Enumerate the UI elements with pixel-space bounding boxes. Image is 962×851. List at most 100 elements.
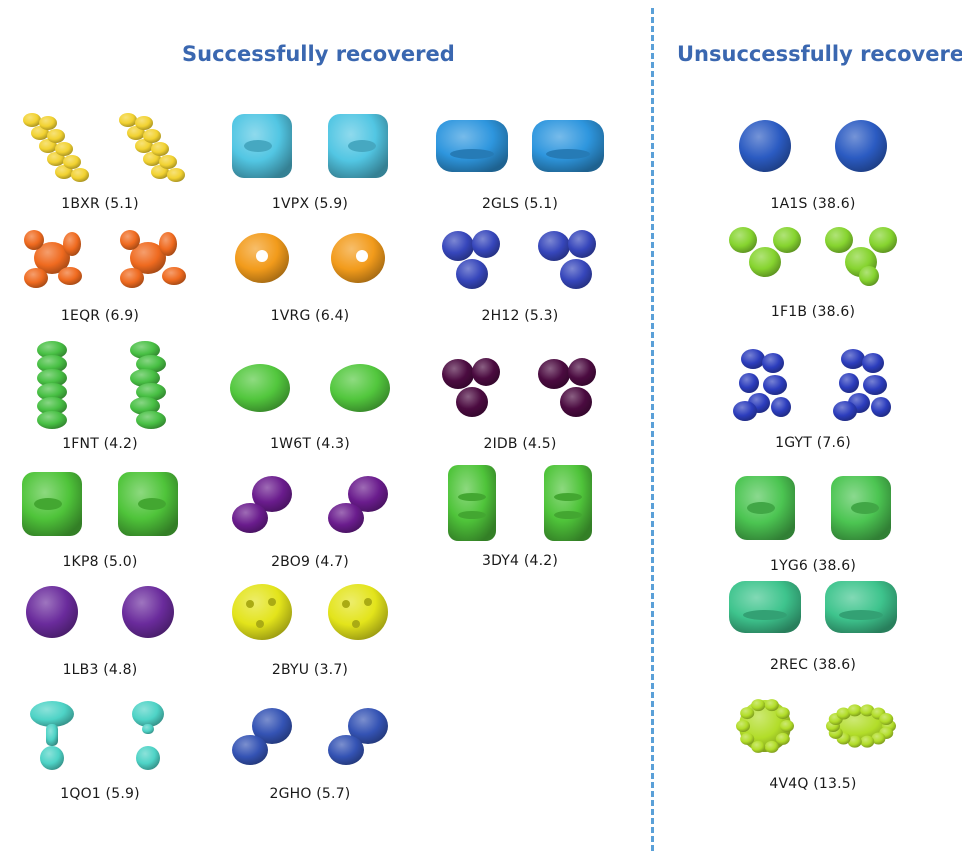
dimple (352, 620, 360, 628)
structure-view-side (833, 349, 891, 421)
structure-view-side (330, 364, 390, 412)
structure-label: 1BXR (5.1) (61, 196, 139, 212)
section-divider (651, 8, 654, 851)
stem (142, 724, 154, 734)
structure-shape-pair (232, 114, 388, 178)
density-lobe (47, 152, 65, 166)
structure-shape-pair (735, 476, 891, 540)
density-body (436, 120, 508, 172)
density-lobe (232, 503, 268, 533)
density-lobe (143, 129, 161, 143)
density-lobe (132, 701, 164, 727)
density-lobe (40, 746, 64, 770)
density-lobe (159, 155, 177, 169)
speckle (860, 735, 875, 748)
structure-label: 4V4Q (13.5) (769, 776, 857, 792)
structure-view-side (130, 341, 166, 429)
groove (34, 498, 62, 510)
ring-hole (256, 250, 268, 262)
structure-shape-pair (24, 230, 186, 288)
structure-label: 1F1B (38.6) (770, 304, 856, 320)
structure-2H12: 2H12 (5.3) (420, 212, 620, 332)
density-lobe (825, 227, 853, 253)
density-lobe (869, 227, 897, 253)
density-lobe (749, 247, 781, 277)
density-lobe (130, 242, 166, 274)
structure-label: 2GHO (5.7) (269, 786, 351, 802)
structure-view-side (118, 472, 178, 536)
density-lobe (741, 349, 765, 369)
structure-view-front (230, 364, 290, 412)
density-lobe (729, 227, 757, 253)
structure-view-side (119, 113, 185, 182)
structure-label: 2IDB (4.5) (483, 436, 557, 452)
density-body (544, 465, 592, 541)
structure-2GLS: 2GLS (5.1) (420, 100, 620, 220)
density-lobe (328, 503, 364, 533)
structure-view-front (23, 113, 89, 182)
structure-view-side (122, 586, 174, 638)
speckle (736, 720, 750, 732)
density-lobe (143, 152, 161, 166)
structure-shape-pair (739, 120, 887, 172)
density-lobe (63, 232, 81, 256)
density-lobe (122, 586, 174, 638)
density-lobe (835, 120, 887, 172)
density-lobe (37, 397, 67, 415)
structure-1YG6: 1YG6 (38.6) (713, 462, 913, 582)
density-lobe (773, 227, 801, 253)
structure-4V4Q: 4V4Q (13.5) (713, 680, 913, 800)
structure-shape-pair (232, 584, 388, 640)
density-lobe (37, 411, 67, 429)
structure-shape-pair (442, 230, 596, 289)
density-lobe (55, 142, 73, 156)
density-lobe (762, 353, 784, 373)
density-lobe (24, 230, 44, 250)
density-lobe (568, 358, 596, 386)
structure-view-side (331, 233, 385, 283)
density-lobe (135, 116, 153, 130)
structure-label: 2BYU (3.7) (271, 662, 349, 678)
speckle (836, 707, 851, 720)
dimple (364, 598, 372, 606)
structure-2GHO: 2GHO (5.7) (210, 690, 410, 810)
density-lobe (862, 353, 884, 373)
speckle (740, 732, 755, 745)
density-lobe (739, 120, 791, 172)
structure-view-front (24, 230, 82, 288)
ring-hole (356, 250, 368, 262)
structure-label: 1QO1 (5.9) (60, 786, 140, 802)
density-lobe (863, 375, 887, 395)
density-lobe (37, 383, 67, 401)
density-lobe (135, 139, 153, 153)
density-lobe (58, 267, 82, 285)
structure-2IDB: 2IDB (4.5) (420, 340, 620, 460)
structure-view-front (733, 349, 791, 421)
density-lobe (130, 397, 160, 415)
structure-1FNT: 1FNT (4.2) (0, 340, 200, 460)
density-lobe (151, 142, 169, 156)
density-lobe (763, 375, 787, 395)
structure-label: 3DY4 (4.2) (481, 553, 559, 569)
groove (554, 511, 582, 519)
structure-view-front (736, 699, 794, 753)
groove (554, 493, 582, 501)
density-lobe (472, 230, 500, 258)
structure-1GYT: 1GYT (7.6) (713, 339, 913, 459)
groove (839, 610, 883, 620)
density-body (448, 465, 496, 541)
structure-view-side (120, 230, 186, 288)
structure-shape-pair (729, 227, 897, 286)
structure-label: 1W6T (4.3) (270, 436, 350, 452)
speckle (740, 707, 755, 720)
density-lobe (252, 708, 292, 744)
density-lobe (120, 268, 144, 288)
density-lobe (739, 373, 759, 393)
groove (244, 140, 272, 152)
density-lobe (560, 259, 592, 289)
structure-shape-pair (22, 472, 178, 536)
structure-view-front (26, 586, 78, 638)
dimple (256, 620, 264, 628)
speckle (751, 699, 766, 712)
speckle (775, 707, 790, 720)
